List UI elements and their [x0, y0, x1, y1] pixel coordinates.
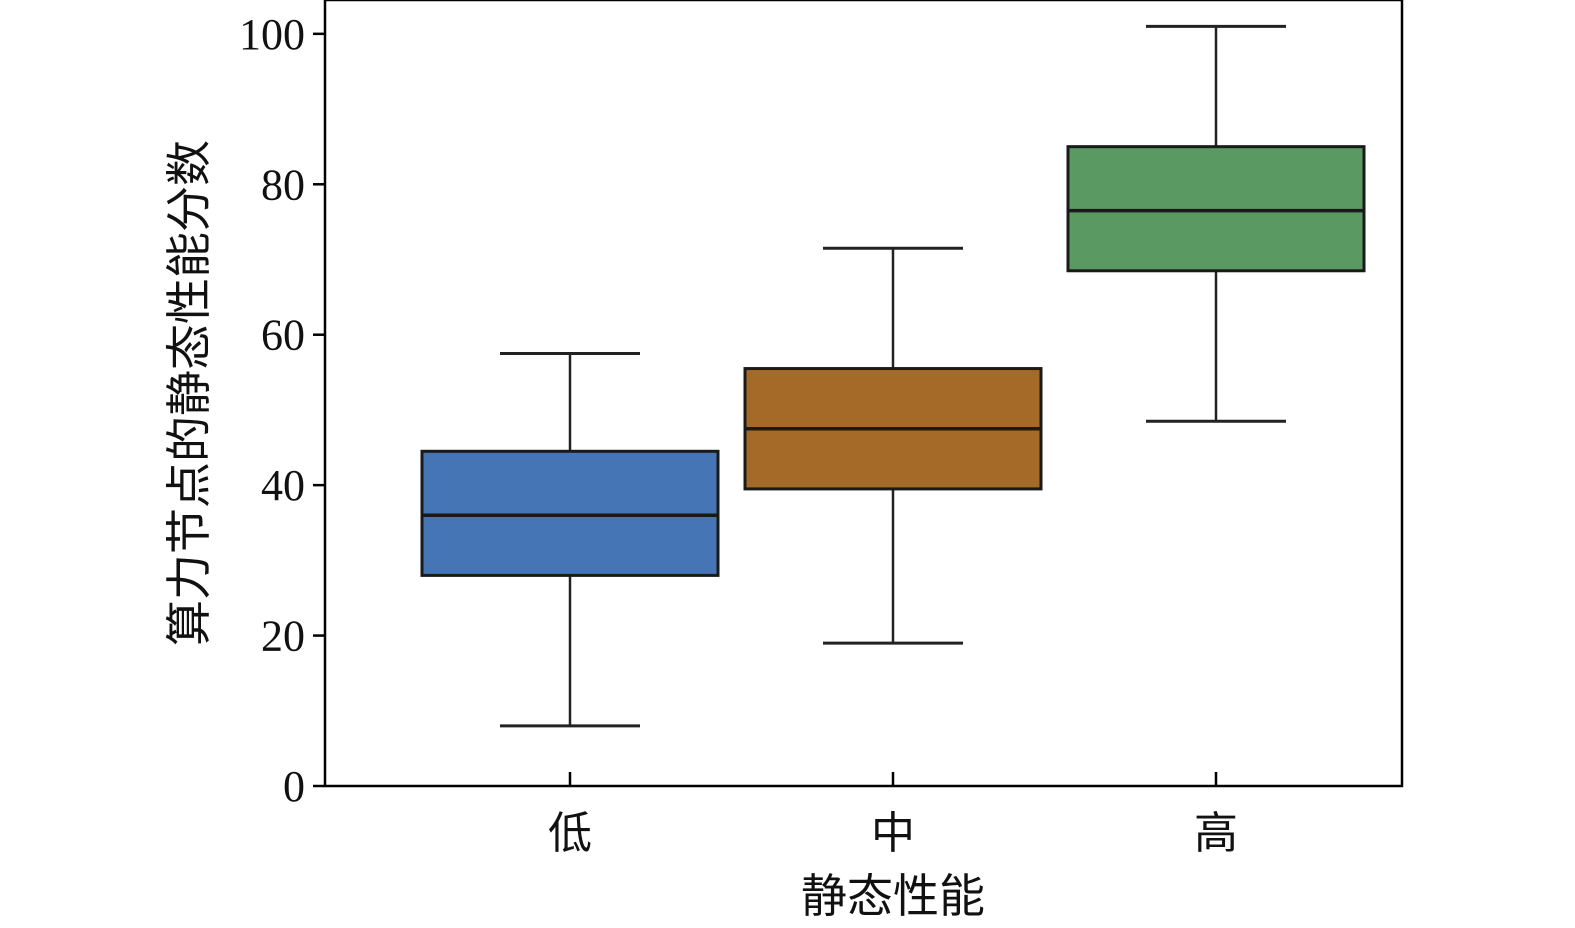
- x-tick-label: 低: [548, 808, 592, 859]
- y-axis-title: 算力节点的静态性能分数: [162, 140, 216, 646]
- box-series: [420, 24, 1366, 728]
- y-tick-label: 0: [283, 762, 305, 811]
- iqr-box: [1066, 145, 1366, 273]
- box-1: [420, 352, 720, 728]
- y-tick-label: 60: [261, 311, 305, 360]
- y-tick-label: 100: [239, 10, 305, 59]
- iqr-box: [420, 449, 720, 577]
- y-axis: 0 20 40 60 80 100: [239, 10, 325, 811]
- box-3: [1066, 24, 1366, 423]
- y-tick-label: 20: [261, 612, 305, 661]
- plot-frame: [323, 0, 1404, 788]
- box-2: [743, 246, 1043, 645]
- x-tick-label: 高: [1194, 808, 1238, 859]
- y-tick-label: 40: [261, 461, 305, 510]
- x-tick-label: 中: [871, 808, 915, 859]
- y-tick-label: 80: [261, 160, 305, 209]
- x-axis: 低中高: [548, 772, 1238, 859]
- x-axis-title: 静态性能: [801, 869, 985, 923]
